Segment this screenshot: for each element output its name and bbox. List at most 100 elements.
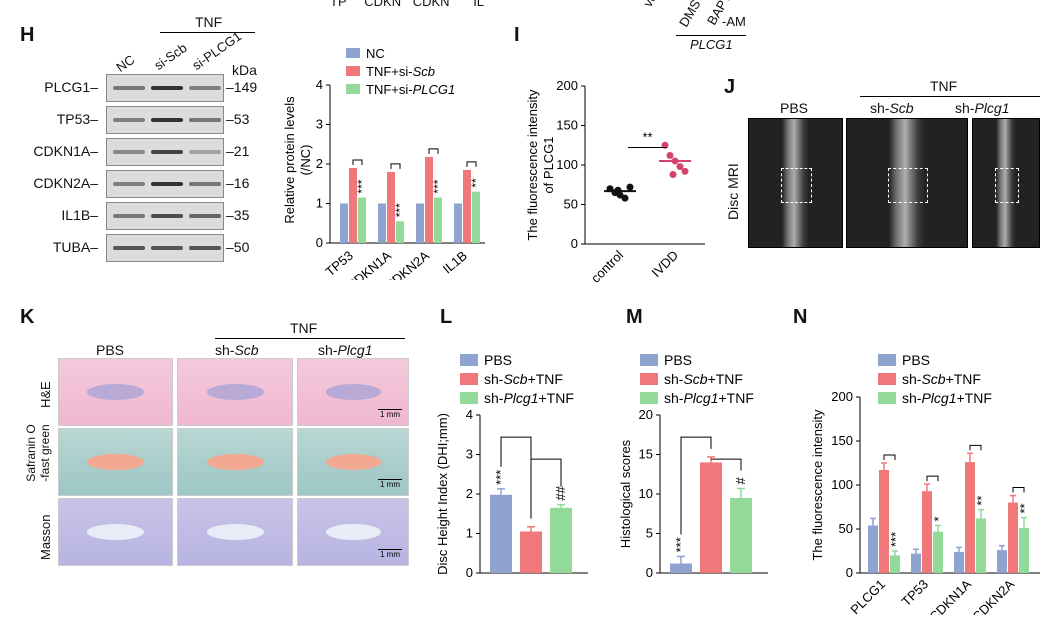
panel-k-col-sh-scb: sh-Scb (215, 342, 259, 358)
x-tick-label: CDKN2A (969, 576, 1017, 615)
significance-bracket (531, 458, 562, 487)
kda-value-plcg1: –149 (226, 79, 258, 95)
blot-tp53 (106, 106, 224, 134)
legend-label-1: sh-Scb+TNF (902, 371, 981, 387)
kda-value-il1b: –35 (226, 207, 250, 223)
legend-label-0: PBS (664, 352, 692, 368)
disc-region (325, 524, 381, 540)
blot-cdkn1a (106, 138, 224, 166)
disc-region (325, 454, 381, 470)
bar-il1b-0 (454, 203, 462, 243)
blot-band (151, 86, 183, 90)
y-tick-label: 200 (556, 78, 578, 93)
disc-region (206, 524, 264, 540)
bar-cdkn2a-2 (434, 197, 442, 243)
top-fragment-tp: TP (330, 0, 347, 9)
y-tick-label: 0 (571, 236, 578, 251)
y-axis-label: Disc Height Index (DHI;mm) (435, 413, 450, 575)
legend-swatch (460, 354, 478, 366)
histology-image: 1 mm (297, 358, 409, 426)
blot-band (189, 246, 221, 250)
significance-bracket (428, 148, 439, 154)
significance-label: *** (431, 179, 445, 193)
panel-h-letter: H (20, 24, 35, 46)
blot-label-plcg1: PLCG1– (44, 79, 98, 95)
chart-i-scatter: 0 50 100 150 200 The fluorescence intensity of… (525, 78, 705, 286)
top-fragment-cdkn2: CDKN (412, 0, 450, 9)
blot-label-cdkn1a: CDKN1A– (33, 143, 98, 159)
legend-swatch (460, 373, 478, 385)
y-axis-label: The fluorescence intensity (525, 89, 540, 241)
significance-bracket (711, 458, 742, 471)
blot-band (113, 246, 145, 250)
mri-image-pbs (748, 118, 843, 248)
blot-label-tuba: TUBA– (52, 239, 98, 255)
panel-j-col-sh-plcg1: sh-Plcg1 (955, 100, 1010, 116)
lane-label-nc: NC (113, 51, 138, 75)
bar-tp53-2 (358, 197, 366, 243)
legend-swatch (346, 84, 360, 94)
significance-label: *** (493, 470, 508, 485)
legend-swatch (878, 373, 896, 385)
kda-value-cdkn1a: –21 (226, 143, 250, 159)
legend-swatch (346, 48, 360, 58)
mri-image-sh-scb (846, 118, 968, 248)
significance-bracket (466, 161, 477, 167)
significance-bracket (500, 436, 532, 519)
blot-band (151, 182, 183, 186)
panel-h-tnf-line (160, 32, 255, 33)
x-tick-label: CDKN2A (382, 248, 432, 280)
y-tick-label: 0 (316, 235, 323, 250)
blot-plcg1 (106, 74, 224, 102)
histology-image: 1 mm (297, 498, 409, 566)
y-tick-label: 50 (839, 521, 853, 536)
histology-image: 1 mm (297, 428, 409, 496)
x-tick-label: CDKN1A (926, 576, 974, 615)
significance-label: ** (469, 178, 483, 188)
bar-0 (670, 563, 692, 573)
y-tick-label: 2 (466, 486, 473, 501)
legend-label-0: PBS (484, 352, 512, 368)
kda-label: kDa (232, 62, 257, 78)
histology-image (58, 358, 173, 426)
top-fragment-vector: vecto (640, 0, 669, 9)
top-fragment-labels: TP CDKN CDKN IL (330, 0, 484, 9)
bar-cdkn2a-1 (425, 156, 433, 243)
legend-swatch (346, 66, 360, 76)
y-tick-label: 0 (646, 565, 653, 580)
scale-bar: 1 mm (378, 549, 402, 559)
panel-j-tnf-line (860, 96, 1040, 97)
significance-label: *** (888, 532, 903, 547)
blot-band (189, 182, 221, 186)
panel-j-col-sh-scb: sh-Scb (870, 100, 914, 116)
bar-cdkn2a-1 (1008, 502, 1018, 573)
bar-tp53-1 (922, 491, 932, 573)
blot-band (189, 86, 221, 90)
bar-plcg1-2 (890, 555, 900, 573)
blot-il1b (106, 202, 224, 230)
y-tick-label: 100 (831, 477, 853, 492)
data-point-ivdd (669, 170, 677, 178)
y-tick-label: 1 (316, 196, 323, 211)
y-tick-label: 150 (831, 433, 853, 448)
legend-swatch (640, 392, 658, 404)
y-tick-label: 1 (466, 526, 473, 541)
blot-band (189, 118, 221, 122)
legend-swatch (878, 354, 896, 366)
histology-image (177, 428, 293, 496)
significance-bracket (352, 159, 363, 165)
panel-j-letter: J (724, 76, 736, 98)
legend-swatch (640, 373, 658, 385)
histology-image (58, 498, 173, 566)
chart-l: 0 1 2 3 4 Disc Height Index (DHI;mm) *** ## PBS s… (435, 352, 588, 580)
blot-band (189, 150, 221, 154)
top-fragment-plcg1-line (676, 35, 746, 36)
top-fragment-am: -AM (722, 14, 746, 29)
panel-k-tnf-label: TNF (290, 320, 318, 336)
panel-k-tnf-line (215, 338, 405, 339)
bar-cdkn1a-0 (954, 551, 964, 573)
disc-region (206, 384, 264, 400)
bar-plcg1-0 (868, 525, 878, 573)
